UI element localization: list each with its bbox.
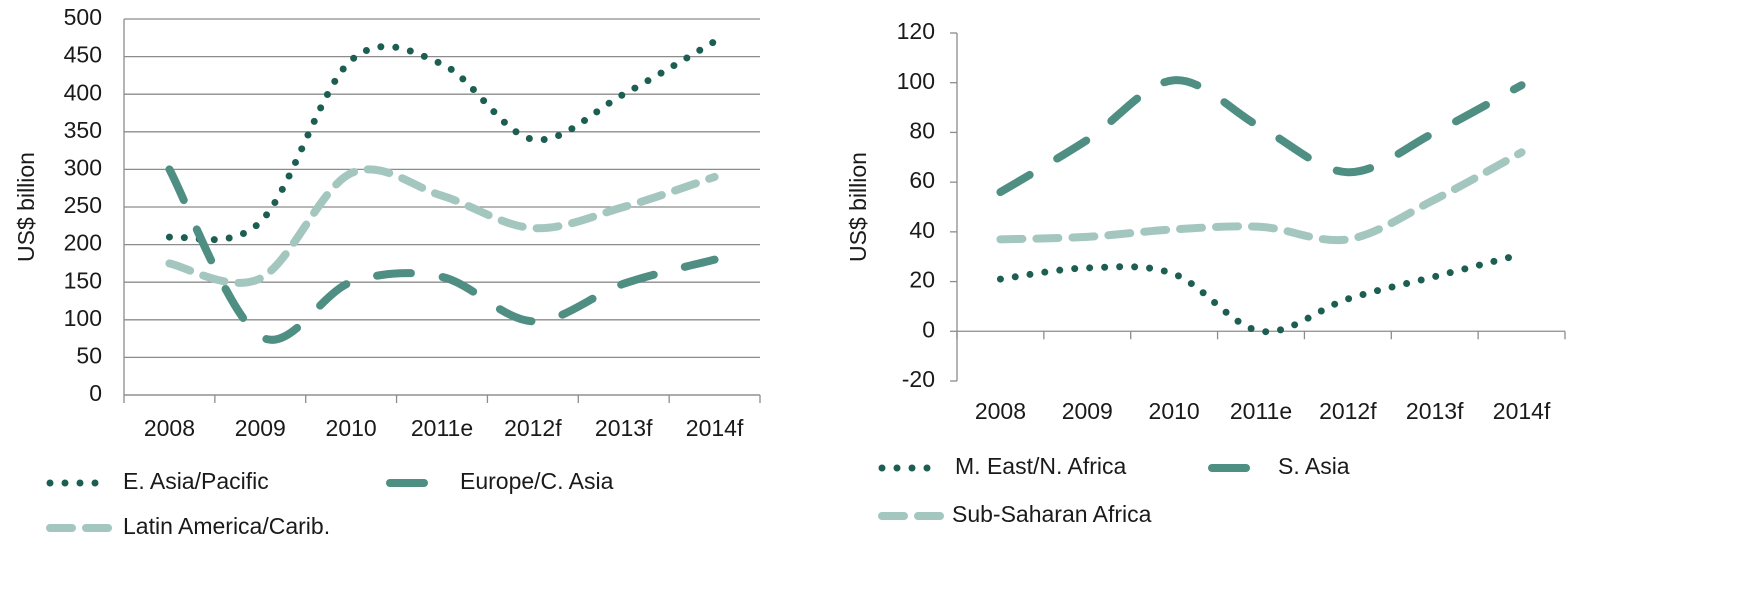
line-series (165, 165, 719, 344)
legend-label: Latin America/Carib. (123, 513, 330, 539)
legend-label: Europe/C. Asia (460, 468, 614, 494)
x-tick-label: 2009 (235, 415, 286, 441)
y-tick-label: 450 (64, 42, 102, 68)
x-tick-label: 2010 (326, 415, 377, 441)
line-series (165, 165, 719, 287)
y-tick-label: -20 (902, 366, 935, 392)
y-tick-label: 60 (909, 167, 935, 193)
y-tick-label: 120 (897, 18, 935, 44)
line-series (996, 250, 1526, 336)
y-tick-label: 50 (76, 342, 102, 368)
y-tick-label: 200 (64, 230, 102, 256)
x-tick-label: 2012f (1319, 398, 1377, 424)
x-tick-label: 2011e (1230, 398, 1292, 424)
y-tick-label: 400 (64, 79, 102, 105)
x-tick-label: 2011e (411, 415, 473, 441)
legend-label: M. East/N. Africa (955, 453, 1126, 479)
legend-label: E. Asia/Pacific (123, 468, 269, 494)
y-tick-label: 100 (897, 68, 935, 94)
x-tick-label: 2014f (1493, 398, 1551, 424)
x-tick-label: 2013f (595, 415, 653, 441)
y-tick-label: 20 (909, 267, 935, 293)
y-tick-label: 500 (64, 4, 102, 30)
y-tick-label: 300 (64, 154, 102, 180)
y-axis-label: US$ billion (13, 152, 39, 262)
line-series (996, 148, 1526, 245)
y-tick-label: 0 (922, 316, 935, 342)
legend-label: Sub-Saharan Africa (952, 501, 1152, 527)
line-series (165, 38, 719, 244)
y-tick-label: 80 (909, 118, 935, 144)
y-tick-label: 150 (64, 267, 102, 293)
y-tick-label: 250 (64, 192, 102, 218)
x-tick-label: 2012f (504, 415, 562, 441)
x-tick-label: 2008 (144, 415, 195, 441)
y-tick-label: 100 (64, 305, 102, 331)
x-tick-label: 2008 (975, 398, 1026, 424)
legend-label: S. Asia (1278, 453, 1350, 479)
x-tick-label: 2014f (686, 415, 744, 441)
x-tick-label: 2010 (1149, 398, 1200, 424)
y-tick-label: 0 (89, 380, 102, 406)
y-axis-label: US$ billion (845, 152, 871, 262)
x-tick-label: 2009 (1062, 398, 1113, 424)
y-tick-label: 40 (909, 217, 935, 243)
x-tick-label: 2013f (1406, 398, 1464, 424)
y-tick-label: 350 (64, 117, 102, 143)
line-series (996, 76, 1526, 197)
